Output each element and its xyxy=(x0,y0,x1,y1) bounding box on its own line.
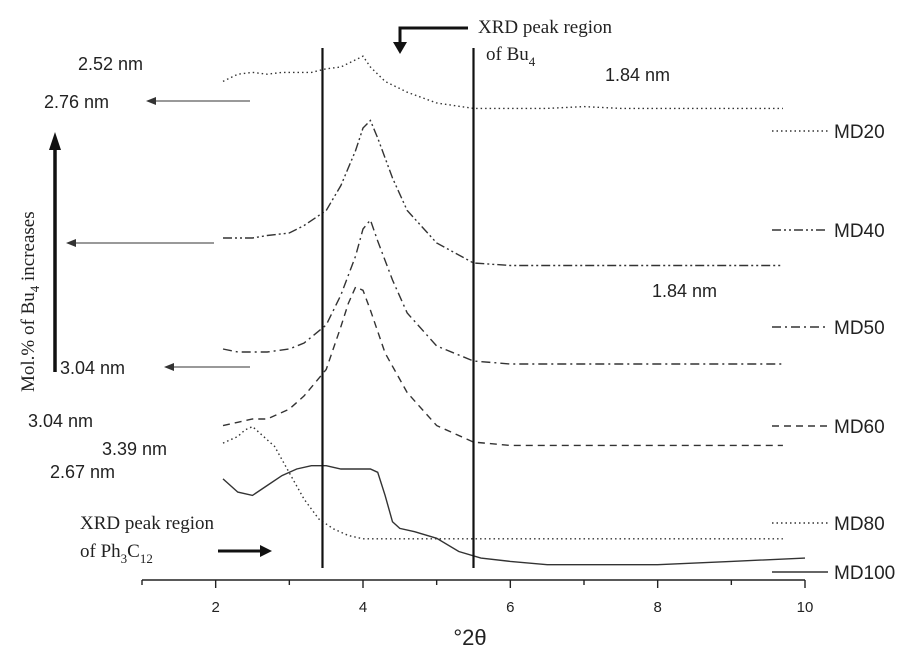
bu4-region-line1: XRD peak region xyxy=(478,17,613,38)
legend-label: MD40 xyxy=(834,221,885,242)
label-3-39-nm: 3.39 nm xyxy=(102,439,167,459)
legend-entry-md80: MD80 xyxy=(772,514,885,535)
legend-label: MD80 xyxy=(834,514,885,535)
ph3c12-region-annotation: XRD peak region of Ph3C12 xyxy=(80,513,272,566)
legend-label: MD60 xyxy=(834,417,885,438)
bu4-region-sub: 4 xyxy=(529,54,536,69)
mol-percent-annotation: Mol.% of Bu4 increases xyxy=(18,132,61,392)
ph-region-line2a: of Ph xyxy=(80,541,121,562)
x-tick-label: 6 xyxy=(506,599,514,616)
traces-layer xyxy=(222,55,806,566)
label-2-67-nm: 2.67 nm xyxy=(50,462,115,482)
trace-md40 xyxy=(223,119,783,267)
legend-label: MD20 xyxy=(834,122,885,143)
ph-region-line1: XRD peak region xyxy=(80,513,215,534)
svg-text:of Ph3C12: of Ph3C12 xyxy=(80,541,153,566)
label-1-84-nm-mid: 1.84 nm xyxy=(652,281,717,301)
x-axis: 2 4 6 8 10 xyxy=(141,579,814,616)
trace-md80 xyxy=(222,425,783,540)
label-3-04-nm-a: 3.04 nm xyxy=(60,358,125,378)
region-lines xyxy=(321,48,475,568)
legend-entry-md50: MD50 xyxy=(772,318,885,339)
legend-label: MD100 xyxy=(834,563,895,584)
legend-entry-md40: MD40 xyxy=(772,221,885,242)
label-1-84-nm-top: 1.84 nm xyxy=(605,65,670,85)
label-2-52-nm: 2.52 nm xyxy=(78,54,143,74)
legend-entry-md20: MD20 xyxy=(772,122,885,143)
label-3-04-nm-b: 3.04 nm xyxy=(28,411,93,431)
x-tick-label: 2 xyxy=(211,599,219,616)
arrow-md40 xyxy=(66,239,214,247)
svg-text:Mol.% of Bu4 increases: Mol.% of Bu4 increases xyxy=(18,211,42,392)
bu4-region-line2: of Bu xyxy=(486,44,529,65)
ph-region-sub2: 12 xyxy=(140,551,153,566)
trace-md50 xyxy=(222,218,783,365)
side-label-a: Mol.% of Bu xyxy=(18,292,39,392)
label-2-76-nm: 2.76 nm xyxy=(44,92,109,112)
arrow-3-04 xyxy=(164,363,250,371)
legend-entry-md100: MD100 xyxy=(772,563,895,584)
bu4-region-annotation: XRD peak region of Bu4 xyxy=(393,17,613,69)
svg-text:of Bu4: of Bu4 xyxy=(486,44,536,69)
arrow-2-76 xyxy=(146,97,250,105)
trace-md60 xyxy=(222,286,783,447)
ph-region-line2b: C xyxy=(127,541,140,562)
x-tick-label: 8 xyxy=(653,599,661,616)
side-label-sub: 4 xyxy=(27,285,42,292)
trace-md100 xyxy=(222,465,806,566)
legend: MD20 MD40 MD50 MD60 MD80 MD100 xyxy=(772,122,895,584)
x-tick-label: 10 xyxy=(797,599,814,616)
side-label-b: increases xyxy=(18,211,39,285)
x-axis-label: °2θ xyxy=(453,625,486,650)
legend-label: MD50 xyxy=(834,318,885,339)
legend-entry-md60: MD60 xyxy=(772,417,885,438)
ph-region-sub1: 3 xyxy=(121,551,128,566)
x-tick-label: 4 xyxy=(359,599,367,616)
